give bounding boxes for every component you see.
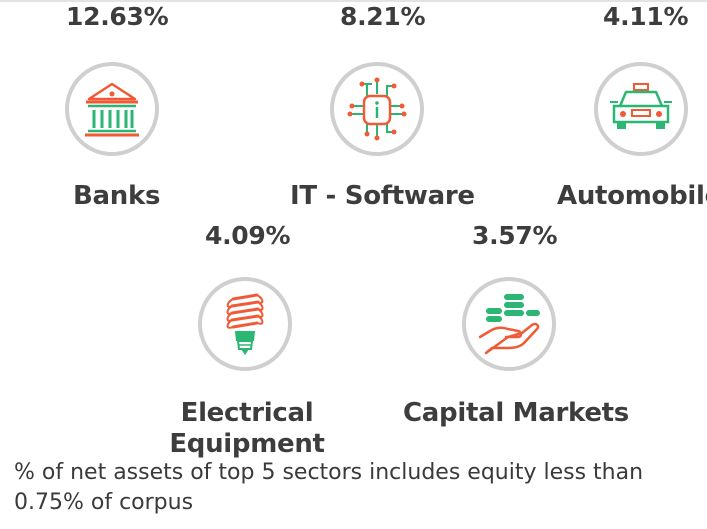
banks-icon-circle xyxy=(65,62,159,156)
banks-percent: 12.63% xyxy=(66,2,169,31)
it-software-label: IT - Software xyxy=(290,181,475,211)
banks-label: Banks xyxy=(73,181,161,211)
it-software-icon-circle xyxy=(330,62,424,156)
chip-icon xyxy=(347,77,407,141)
top-divider xyxy=(0,0,707,2)
electrical-equipment-label-line2: Equipment xyxy=(169,429,325,459)
automobile-icon-circle xyxy=(594,62,688,156)
capital-markets-label: Capital Markets xyxy=(403,398,629,428)
automobile-percent: 4.11% xyxy=(603,2,689,31)
it-software-percent: 8.21% xyxy=(340,2,426,31)
bank-icon xyxy=(85,82,139,137)
coins-hand-icon xyxy=(478,294,540,355)
automobile-label: Automobile xyxy=(557,181,707,211)
electrical-equipment-percent: 4.09% xyxy=(205,221,291,250)
bulb-icon xyxy=(226,293,264,355)
electrical-equipment-icon-circle xyxy=(198,277,292,371)
capital-markets-percent: 3.57% xyxy=(472,221,558,250)
footnote: % of net assets of top 5 sectors include… xyxy=(14,460,644,515)
electrical-equipment-label-line1: Electrical xyxy=(180,398,314,428)
car-icon xyxy=(610,83,672,129)
capital-markets-icon-circle xyxy=(462,277,556,371)
